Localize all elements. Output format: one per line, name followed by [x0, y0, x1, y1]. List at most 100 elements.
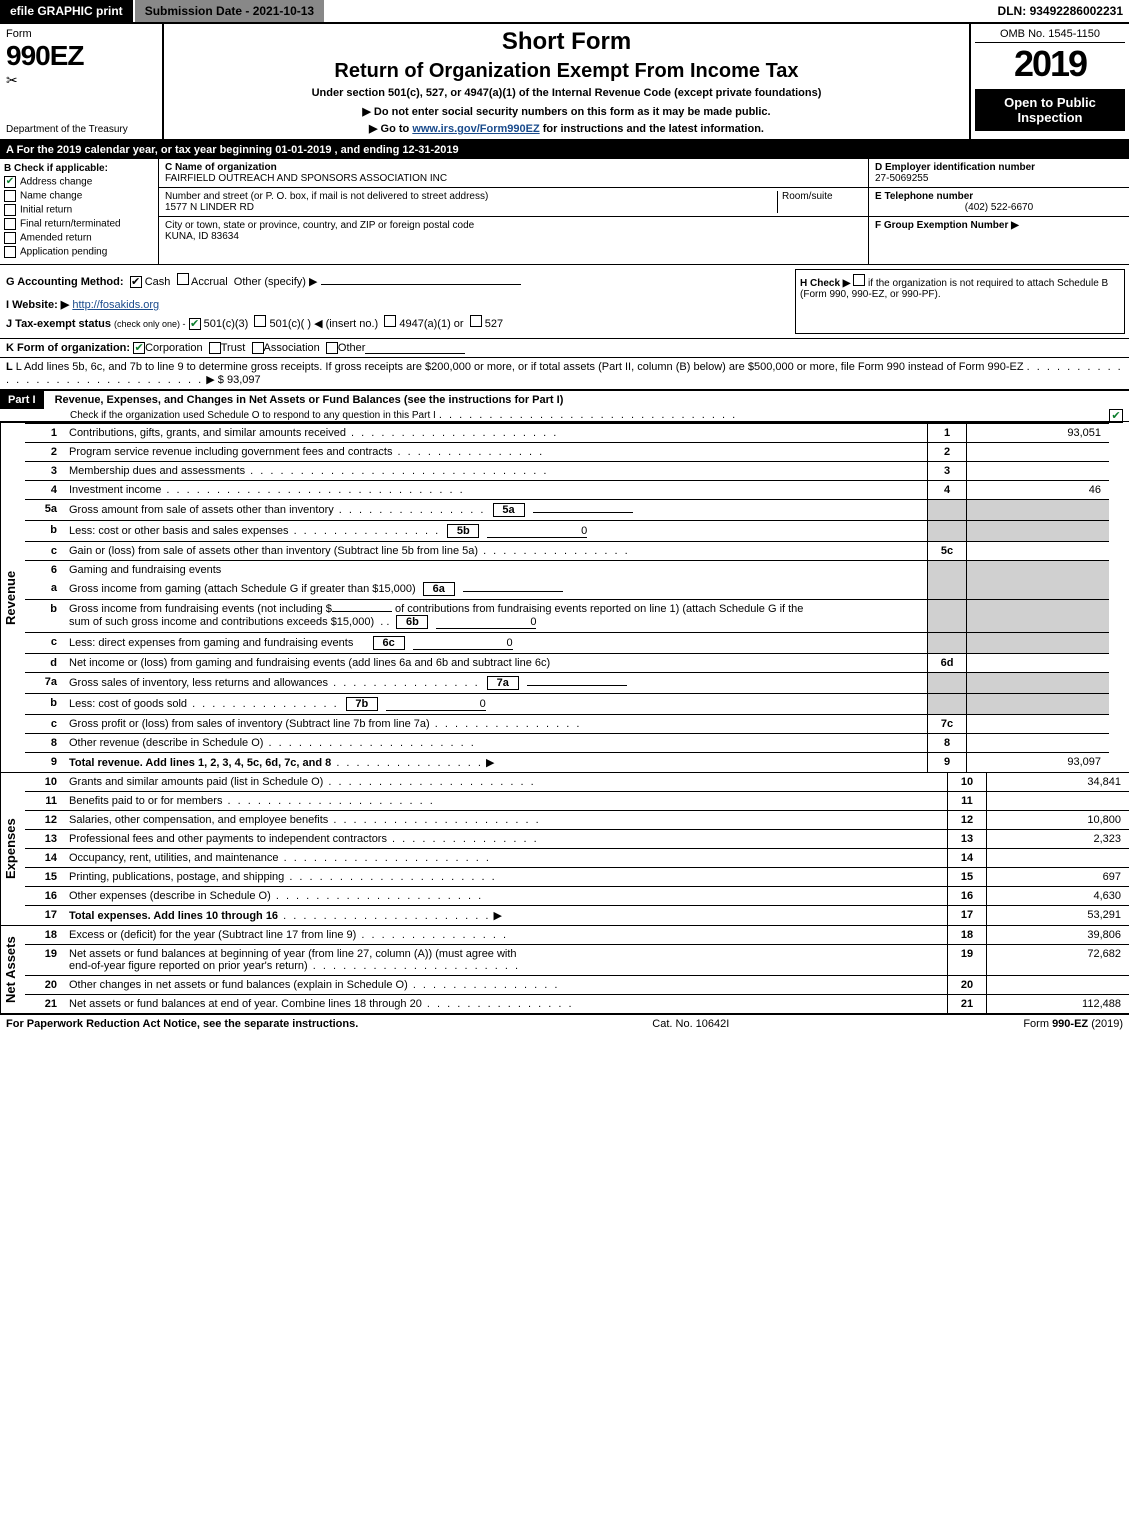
line-18-col: 18 — [948, 926, 987, 945]
line-10-amt: 34,841 — [987, 773, 1129, 792]
line-17-amt: 53,291 — [987, 906, 1129, 926]
block-l-amount: $ 93,097 — [218, 374, 261, 386]
cb-name-change[interactable]: Name change — [4, 190, 154, 202]
submission-date-button[interactable]: Submission Date - 2021-10-13 — [135, 0, 326, 22]
cb-assoc[interactable] — [252, 342, 264, 354]
line-6a-col — [928, 579, 967, 600]
line-17-num: 17 — [25, 906, 65, 926]
cb-amended-return[interactable]: Amended return — [4, 232, 154, 244]
line-19-col: 19 — [948, 945, 987, 976]
line-16-col: 16 — [948, 887, 987, 906]
line-1-num: 1 — [25, 424, 65, 443]
cb-initial-return[interactable]: Initial return — [4, 204, 154, 216]
line-6d-amt — [967, 654, 1110, 673]
line-20-num: 20 — [25, 976, 65, 995]
revenue-table: 1Contributions, gifts, grants, and simil… — [25, 423, 1109, 772]
line-6-amt — [967, 561, 1110, 580]
line-19-num: 19 — [25, 945, 65, 976]
line-8-desc: Other revenue (describe in Schedule O) — [69, 737, 263, 749]
line-7b-box: 7b — [346, 697, 378, 711]
dln-label: DLN: — [998, 4, 1027, 18]
block-e: E Telephone number (402) 522-6670 — [869, 188, 1129, 217]
netassets-section: Net Assets 18 Excess or (deficit) for the… — [0, 925, 1129, 1013]
cb-address-change[interactable]: Address change — [4, 176, 154, 188]
netassets-table: 18 Excess or (deficit) for the year (Subt… — [25, 926, 1129, 1013]
top-bar: efile GRAPHIC print Submission Date - 20… — [0, 0, 1129, 24]
cb-other[interactable] — [326, 342, 338, 354]
block-j-prefix: J Tax-exempt status — [6, 318, 111, 330]
cb-schedule-b[interactable] — [853, 274, 865, 286]
other-org-input[interactable] — [365, 342, 465, 354]
short-form-title: Short Form — [168, 28, 965, 56]
line-6b-input[interactable] — [332, 611, 392, 612]
line-12-desc: Salaries, other compensation, and employ… — [69, 814, 328, 826]
cb-application-pending[interactable]: Application pending — [4, 246, 154, 258]
accounting-other-input[interactable] — [321, 284, 521, 285]
top-bar-left: efile GRAPHIC print Submission Date - 20… — [0, 0, 326, 22]
line-18-desc: Excess or (deficit) for the year (Subtra… — [69, 929, 356, 941]
block-g: G Accounting Method: ✔ Cash Accrual Othe… — [6, 273, 785, 288]
irs-link[interactable]: www.irs.gov/Form990EZ — [412, 123, 539, 135]
accounting-other: Other (specify) ▶ — [234, 276, 318, 288]
dln: DLN: 93492286002231 — [998, 4, 1129, 18]
block-h-text1: H Check ▶ — [800, 278, 850, 289]
block-i: I Website: ▶ http://fosakids.org — [6, 298, 785, 311]
line-5b-boxamt: 0 — [487, 525, 587, 538]
ein-value: 27-5069255 — [875, 173, 1123, 184]
line-7b-col — [928, 694, 967, 715]
line-19-desc2: end-of-year figure reported on prior yea… — [69, 960, 308, 972]
city-label: City or town, state or province, country… — [165, 220, 862, 231]
footer-right: Form 990-EZ (2019) — [1023, 1018, 1123, 1030]
city-value: KUNA, ID 83634 — [165, 231, 862, 242]
block-i-prefix: I Website: ▶ — [6, 299, 69, 311]
line-7b-desc: Less: cost of goods sold — [69, 698, 187, 710]
cb-trust[interactable] — [209, 342, 221, 354]
omb-number: OMB No. 1545-1150 — [975, 28, 1125, 43]
phone-value: (402) 522-6670 — [875, 202, 1123, 213]
opt-4947: 4947(a)(1) or — [399, 318, 463, 330]
line-12-col: 12 — [948, 811, 987, 830]
line-15-amt: 697 — [987, 868, 1129, 887]
cb-501c[interactable] — [254, 315, 266, 327]
cb-accrual[interactable] — [177, 273, 189, 285]
cb-sched-o[interactable] — [1109, 409, 1123, 423]
line-14-col: 14 — [948, 849, 987, 868]
block-h: H Check ▶ if the organization is not req… — [795, 269, 1125, 334]
opt-other: Other — [338, 342, 366, 354]
line-20-desc: Other changes in net assets or fund bala… — [69, 979, 408, 991]
block-c-label: C Name of organization — [165, 162, 862, 173]
cb-501c3[interactable]: ✔ — [189, 318, 201, 330]
line-11-num: 11 — [25, 792, 65, 811]
block-j-note: (check only one) - — [114, 319, 186, 329]
line-7c-amt — [967, 715, 1110, 734]
line-6b-amt — [967, 600, 1110, 633]
website-link[interactable]: http://fosakids.org — [72, 299, 159, 311]
part-1-title: Revenue, Expenses, and Changes in Net As… — [47, 394, 564, 406]
return-title: Return of Organization Exempt From Incom… — [168, 60, 965, 83]
line-6b-boxamt: 0 — [436, 616, 536, 629]
line-8-col: 8 — [928, 734, 967, 753]
line-19-desc1: Net assets or fund balances at beginning… — [69, 948, 517, 960]
line-6-desc: Gaming and fundraising events — [69, 564, 221, 576]
block-c: C Name of organization FAIRFIELD OUTREAC… — [159, 159, 868, 264]
line-6a-amt — [967, 579, 1110, 600]
line-1-col: 1 — [928, 424, 967, 443]
efile-print-button[interactable]: efile GRAPHIC print — [0, 0, 135, 22]
line-3-amt — [967, 462, 1110, 481]
cb-527[interactable] — [470, 315, 482, 327]
line-2-num: 2 — [25, 443, 65, 462]
line-5a-col — [928, 500, 967, 521]
accounting-accrual: Accrual — [191, 276, 228, 288]
line-7a-col — [928, 673, 967, 694]
expenses-side-label: Expenses — [0, 773, 25, 925]
go-to-link-row: ▶ Go to www.irs.gov/Form990EZ for instru… — [168, 122, 965, 135]
cb-cash[interactable]: ✔ — [130, 276, 142, 288]
cb-final-return[interactable]: Final return/terminated — [4, 218, 154, 230]
netassets-side-label: Net Assets — [0, 926, 25, 1013]
cb-corp[interactable]: ✔ — [133, 342, 145, 354]
block-k: K Form of organization: ✔ Corporation Tr… — [0, 339, 1129, 358]
line-12-num: 12 — [25, 811, 65, 830]
line-18-amt: 39,806 — [987, 926, 1129, 945]
cb-4947[interactable] — [384, 315, 396, 327]
line-4-amt: 46 — [967, 481, 1110, 500]
